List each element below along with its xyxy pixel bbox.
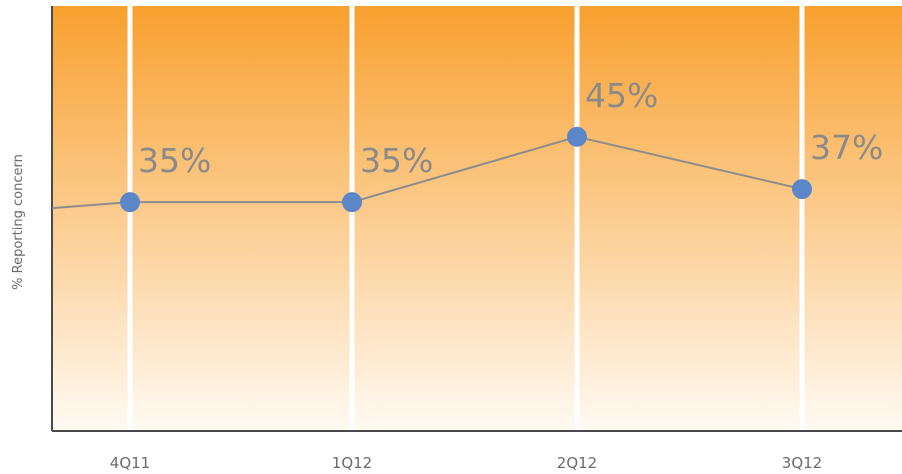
data-point-4Q11: [120, 192, 140, 213]
x-tick-label-3Q12: 3Q12: [782, 454, 822, 472]
data-label-4Q11: 35%: [138, 141, 211, 180]
y-axis-title: % Reporting concern: [11, 154, 26, 290]
data-label-1Q12: 35%: [360, 141, 433, 180]
x-tick-label-4Q11: 4Q11: [110, 454, 150, 472]
series-group: [51, 126, 812, 213]
plot-background: [52, 6, 902, 431]
data-label-3Q12: 37%: [810, 128, 883, 167]
x-tick-label-2Q12: 2Q12: [557, 454, 597, 472]
category-separators: [127, 6, 805, 431]
series-line: [130, 135, 803, 204]
data-label-2Q12: 45%: [585, 76, 658, 115]
data-point-2Q12: [567, 126, 587, 147]
data-point-1Q12: [342, 192, 362, 213]
x-tick-label-group: 4Q11 1Q12 2Q12 3Q12: [110, 454, 822, 472]
series-line-lead-in: [51, 201, 131, 210]
data-label-group: 35% 35% 45% 37%: [138, 76, 883, 180]
data-point-3Q12: [792, 179, 812, 200]
x-tick-label-1Q12: 1Q12: [332, 454, 372, 472]
